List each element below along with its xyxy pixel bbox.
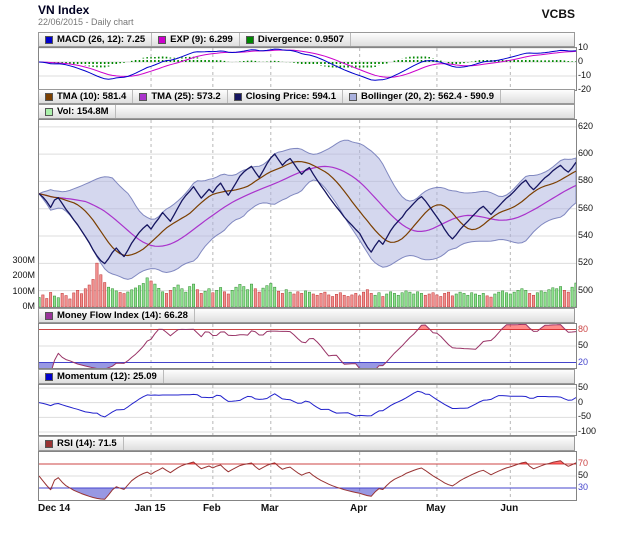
macd-legend-label: MACD (26, 12): 7.25: [57, 34, 146, 45]
tma10-legend-label: TMA (10): 581.4: [57, 91, 127, 102]
mfi-plot: [38, 323, 577, 369]
x-axis-label: Dec 14: [38, 503, 71, 514]
legend-item-volume: Vol: 154.8M: [39, 105, 116, 118]
y-axis-label: 500: [578, 284, 594, 295]
legend-item-bollinger: Bollinger (20, 2): 562.4 - 590.9: [343, 90, 502, 103]
legend-item-closing-price: Closing Price: 594.1: [228, 90, 343, 103]
volume-axis-label: 300M: [12, 254, 35, 265]
tma25-legend-label: TMA (25): 573.2: [151, 91, 221, 102]
y-axis-label: 50: [578, 381, 589, 392]
y-axis-label: 80: [578, 323, 589, 334]
divergence-legend-label: Divergence: 0.9507: [257, 34, 344, 45]
legend-item-tma25: TMA (25): 573.2: [133, 90, 228, 103]
y-axis-label: -50: [578, 411, 592, 422]
momentum-plot: [38, 384, 577, 436]
price-legend-row2: Vol: 154.8M: [38, 104, 575, 119]
y-axis-label: 70: [578, 458, 589, 468]
rsi-legend-label: RSI (14): 71.5: [57, 438, 117, 449]
legend-item-macd: MACD (26, 12): 7.25: [39, 33, 153, 46]
legend-item-tma10: TMA (10): 581.4: [39, 90, 134, 103]
momentum-legend: Momentum (12): 25.09: [38, 369, 575, 384]
y-axis-label: -10: [578, 70, 592, 80]
y-axis-label: 20: [578, 356, 589, 367]
y-axis-label: 560: [578, 202, 594, 213]
price-legend-row1: TMA (10): 581.4 TMA (25): 573.2 Closing …: [38, 89, 575, 104]
y-axis-label: 540: [578, 230, 594, 241]
rsi-swatch-icon: [45, 439, 53, 448]
y-axis-label: 620: [578, 120, 594, 131]
tma25-swatch-icon: [139, 92, 148, 101]
x-axis-label: Jan 15: [134, 503, 166, 514]
macd-legend: MACD (26, 12): 7.25 EXP (9): 6.299 Diver…: [38, 32, 575, 47]
legend-item-rsi: RSI (14): 71.5: [39, 437, 124, 450]
momentum-legend-label: Momentum (12): 25.09: [57, 371, 157, 382]
mfi-legend-label: Money Flow Index (14): 66.28: [57, 310, 188, 321]
x-axis-label: Apr: [350, 503, 368, 514]
rsi-legend: RSI (14): 71.5: [38, 436, 575, 451]
y-axis-label: 10: [578, 42, 589, 52]
divergence-swatch-icon: [245, 35, 254, 44]
tma10-swatch-icon: [45, 92, 53, 101]
macd-plot: [38, 47, 577, 91]
volume-swatch-icon: [45, 107, 53, 116]
y-axis-label: 0: [578, 396, 584, 407]
y-axis-label: 520: [578, 257, 594, 268]
closing-price-swatch-icon: [233, 92, 242, 101]
momentum-swatch-icon: [45, 372, 53, 381]
bollinger-legend-label: Bollinger (20, 2): 562.4 - 590.9: [360, 91, 495, 102]
bollinger-swatch-icon: [348, 92, 357, 101]
y-axis-label: 0: [578, 56, 584, 66]
x-axis-label: Jun: [500, 503, 519, 514]
x-axis-label: May: [426, 503, 446, 514]
y-axis-label: 50: [578, 340, 589, 350]
y-axis-label: -100: [578, 426, 597, 437]
macd-swatch-icon: [45, 35, 53, 44]
price-plot: [38, 119, 577, 308]
chart-subtitle: 22/06/2015 - Daily chart: [38, 17, 134, 27]
y-axis-label: 600: [578, 148, 594, 159]
closing-price-legend-label: Closing Price: 594.1: [245, 91, 336, 102]
rsi-plot: [38, 451, 577, 501]
x-axis-label: Mar: [260, 503, 279, 514]
volume-legend-label: Vol: 154.8M: [57, 106, 109, 117]
volume-axis-label: 100M: [12, 285, 35, 296]
legend-item-divergence: Divergence: 0.9507: [240, 33, 351, 46]
volume-axis-label: 200M: [12, 270, 35, 280]
volume-axis-label: 0M: [22, 301, 35, 311]
brand-logo: VCBS: [541, 7, 575, 21]
exp-legend-label: EXP (9): 6.299: [170, 34, 233, 45]
legend-item-mfi: Money Flow Index (14): 66.28: [39, 309, 195, 322]
page-title: VN Index: [38, 3, 90, 17]
y-axis-label: 50: [578, 470, 589, 480]
legend-item-exp: EXP (9): 6.299: [152, 33, 240, 46]
mfi-swatch-icon: [45, 311, 53, 320]
y-axis-label: 580: [578, 175, 594, 186]
x-axis-label: Feb: [202, 503, 221, 514]
legend-item-momentum: Momentum (12): 25.09: [39, 370, 164, 383]
exp-swatch-icon: [158, 35, 167, 44]
y-axis-label: -20: [578, 84, 592, 94]
y-axis-label: 30: [578, 482, 589, 492]
mfi-legend: Money Flow Index (14): 66.28: [38, 308, 575, 323]
